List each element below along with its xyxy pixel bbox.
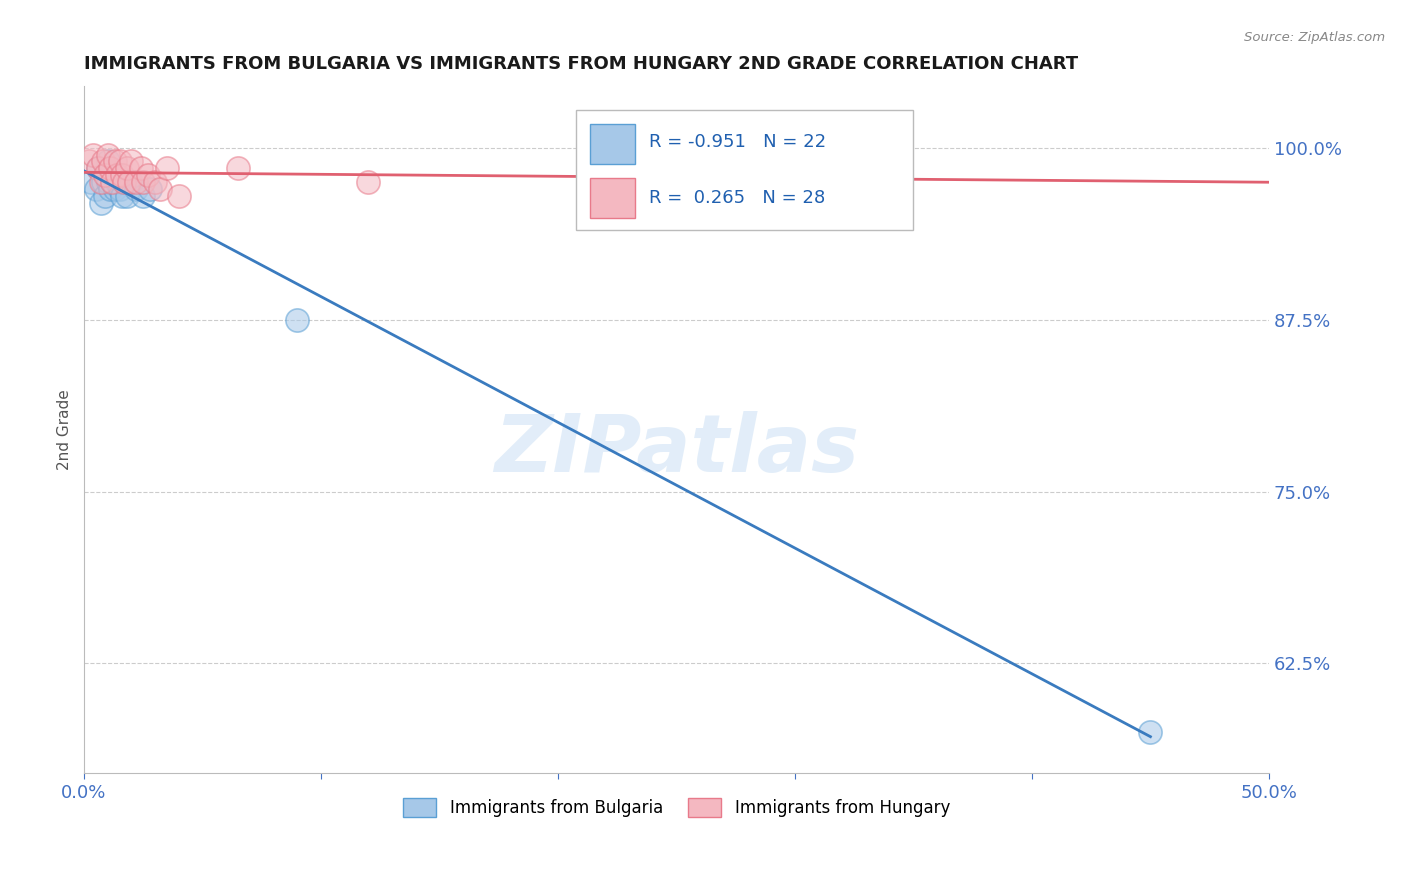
Point xyxy=(111,168,134,182)
Legend: Immigrants from Bulgaria, Immigrants from Hungary: Immigrants from Bulgaria, Immigrants fro… xyxy=(396,791,956,823)
Text: IMMIGRANTS FROM BULGARIA VS IMMIGRANTS FROM HUNGARY 2ND GRADE CORRELATION CHART: IMMIGRANTS FROM BULGARIA VS IMMIGRANTS F… xyxy=(84,55,1078,73)
Point xyxy=(108,154,131,169)
Point xyxy=(104,154,127,169)
Point xyxy=(120,175,142,189)
Point xyxy=(139,182,162,196)
Point xyxy=(118,175,141,189)
Point xyxy=(105,168,128,182)
Point xyxy=(77,154,100,169)
Point xyxy=(97,147,120,161)
Y-axis label: 2nd Grade: 2nd Grade xyxy=(58,389,72,470)
Point xyxy=(112,175,135,189)
Point xyxy=(101,175,124,189)
Point xyxy=(108,182,131,196)
Point xyxy=(167,189,190,203)
Point xyxy=(105,175,128,189)
Point xyxy=(87,161,110,176)
Point xyxy=(97,154,120,169)
Point xyxy=(97,175,120,189)
Point xyxy=(94,189,117,203)
Point xyxy=(104,182,127,196)
Point xyxy=(80,175,103,189)
Point xyxy=(115,189,138,203)
Text: Source: ZipAtlas.com: Source: ZipAtlas.com xyxy=(1244,31,1385,45)
Point xyxy=(149,182,172,196)
Point xyxy=(357,175,380,189)
Point xyxy=(132,189,155,203)
Point xyxy=(82,147,104,161)
Text: R =  0.265   N = 28: R = 0.265 N = 28 xyxy=(650,189,825,207)
Point xyxy=(1139,725,1161,739)
Point xyxy=(111,189,134,203)
Point xyxy=(136,168,159,182)
Point xyxy=(129,161,152,176)
Point xyxy=(90,175,112,189)
Point xyxy=(90,195,112,210)
Point xyxy=(87,161,110,176)
Bar xyxy=(591,178,636,219)
FancyBboxPatch shape xyxy=(575,110,914,230)
Point xyxy=(101,175,124,189)
Point xyxy=(84,182,107,196)
Point xyxy=(125,182,148,196)
Point xyxy=(226,161,249,176)
Point xyxy=(285,312,308,326)
Point xyxy=(156,161,179,176)
Point xyxy=(115,161,138,176)
Bar xyxy=(591,124,636,164)
Point xyxy=(98,161,121,176)
Point xyxy=(94,168,117,182)
Text: ZIPatlas: ZIPatlas xyxy=(494,411,859,489)
Point xyxy=(112,175,135,189)
Text: R = -0.951   N = 22: R = -0.951 N = 22 xyxy=(650,134,827,152)
Point xyxy=(120,154,142,169)
Point xyxy=(132,175,155,189)
Point xyxy=(91,154,114,169)
Point xyxy=(98,182,121,196)
Point xyxy=(143,175,166,189)
Point xyxy=(91,175,114,189)
Point xyxy=(125,175,148,189)
